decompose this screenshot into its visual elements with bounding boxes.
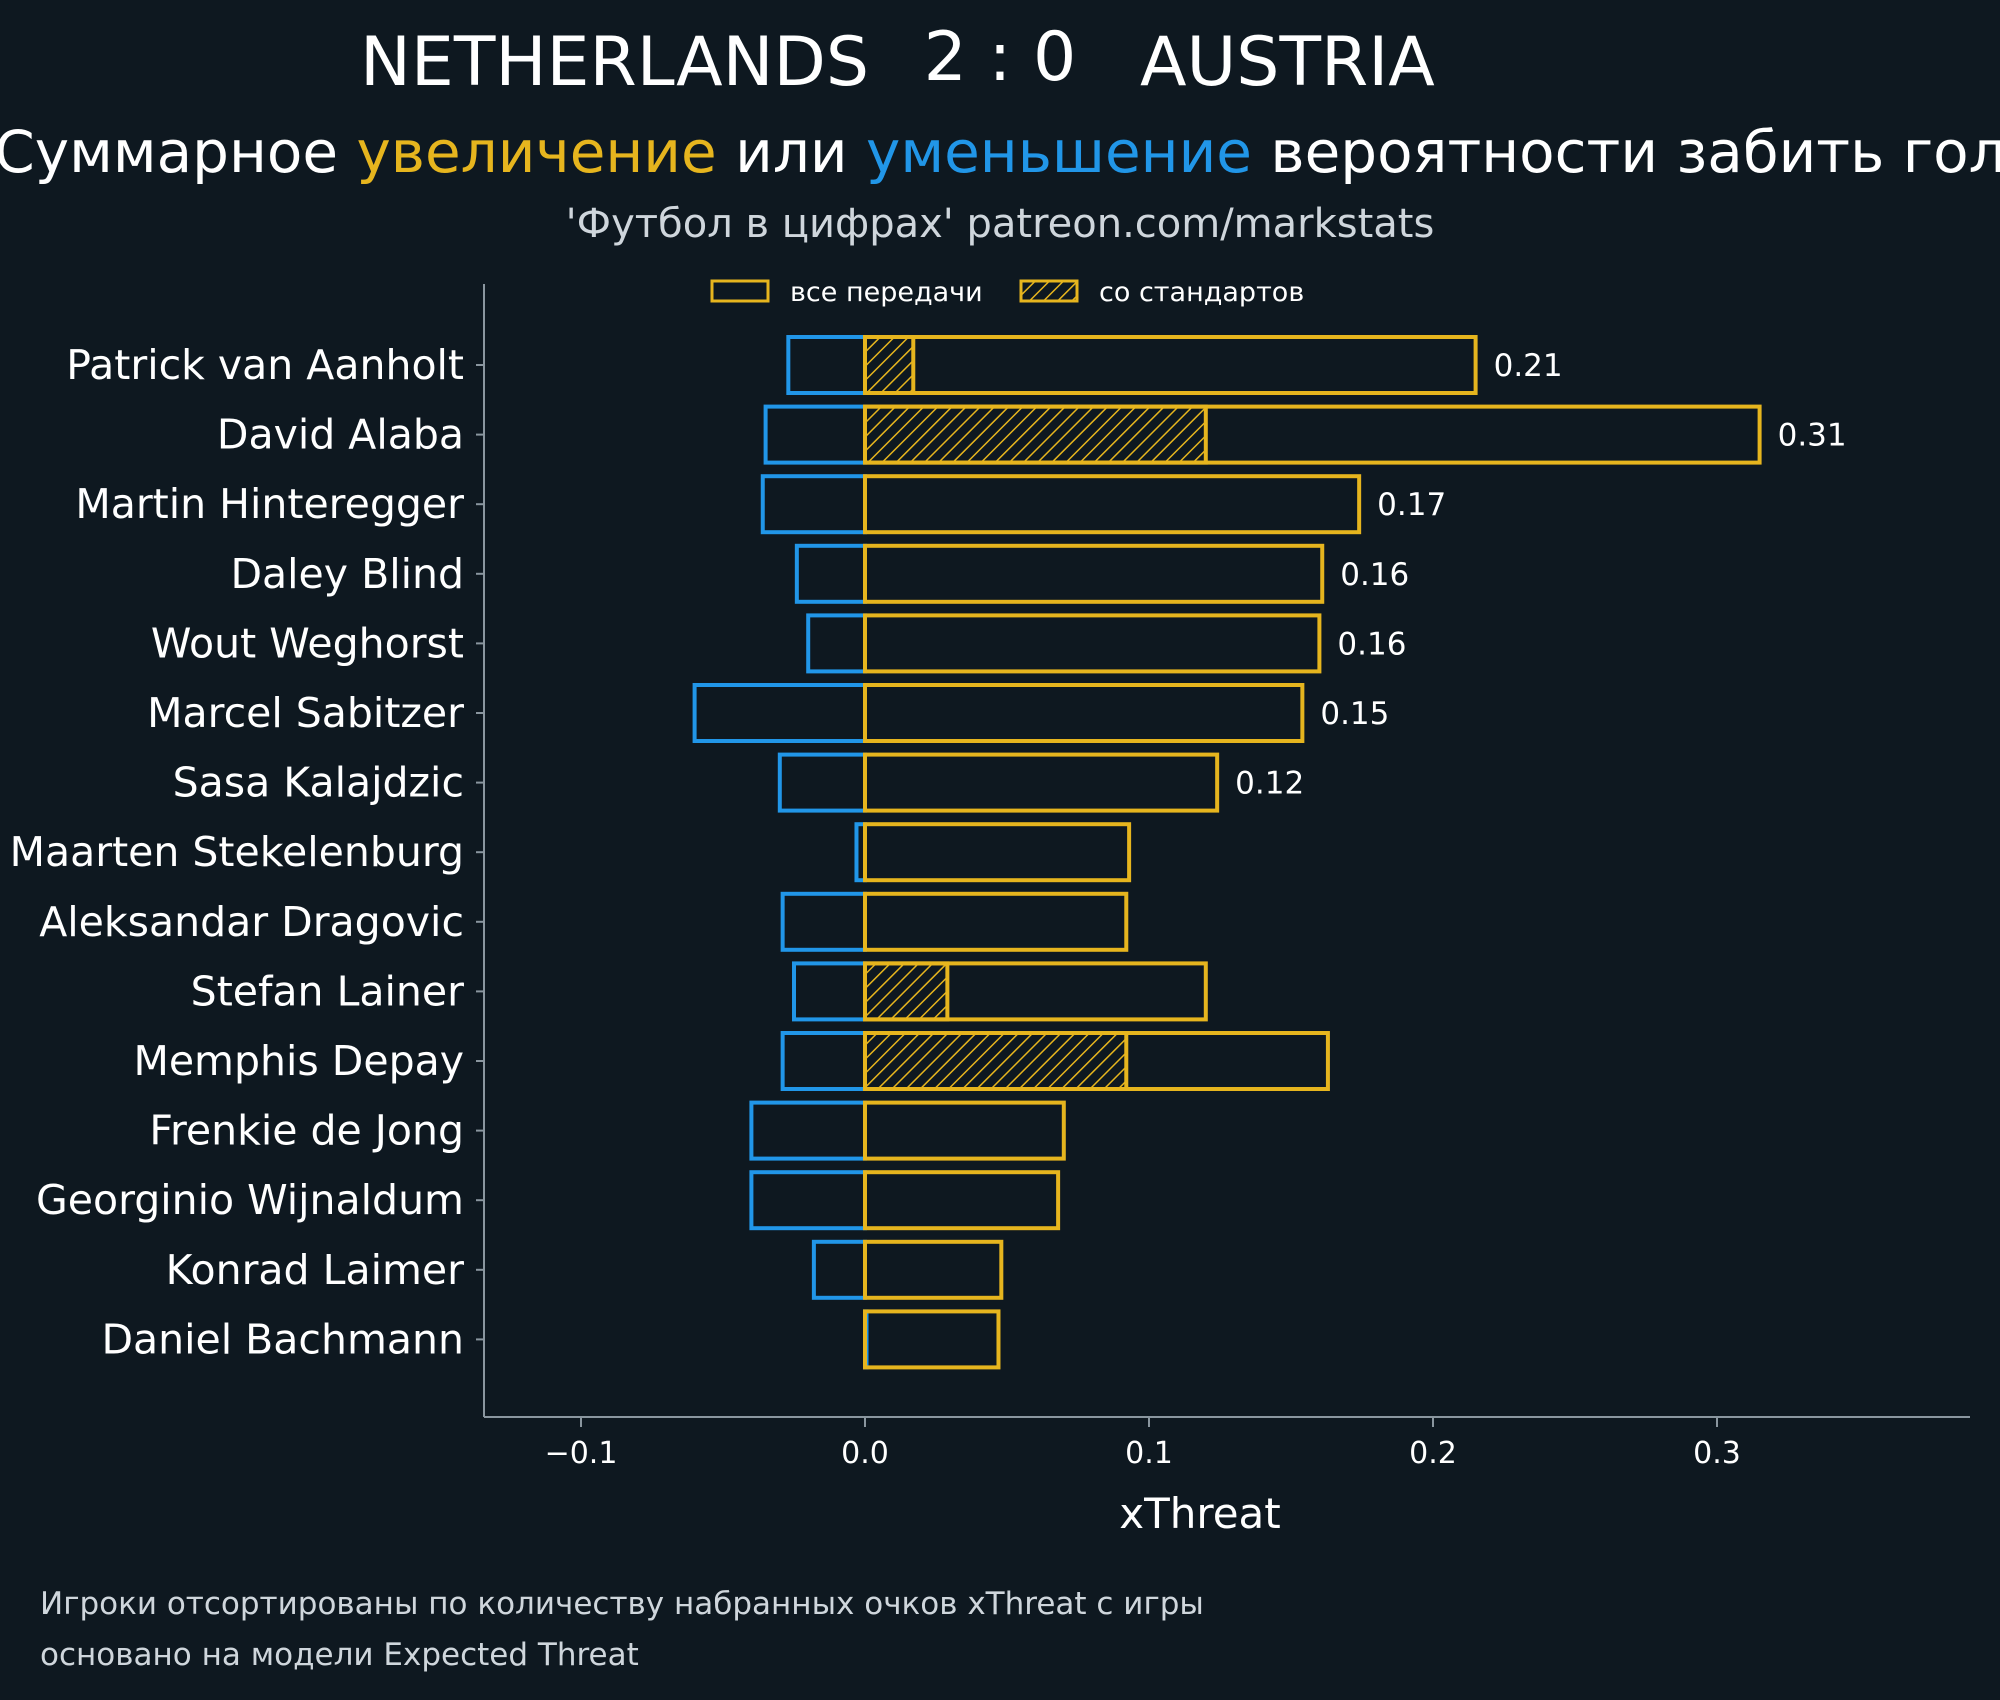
decrease-bar — [749, 1100, 868, 1161]
decrease-bar — [792, 961, 867, 1022]
credit-line: 'Футбол в цифрах' patreon.com/markstats — [566, 201, 1435, 247]
chart-subtitle: Суммарное увеличение или уменьшение веро… — [0, 118, 2000, 186]
increase-bar — [863, 1309, 1001, 1370]
subtitle-part3: вероятности забить гол — [1252, 118, 2000, 186]
decrease-bar — [749, 1170, 868, 1231]
player-label: Memphis Depay — [133, 1037, 464, 1085]
decrease-bar — [760, 474, 868, 535]
decrease-bar — [777, 752, 867, 813]
increase-bar — [863, 404, 1762, 465]
player-label: David Alaba — [217, 411, 464, 459]
subtitle-increase-word: увеличение — [356, 118, 716, 186]
player-label: Maarten Stekelenburg — [10, 828, 464, 876]
increase-bar — [863, 752, 1220, 813]
value-label: 0.31 — [1778, 418, 1847, 454]
legend: все передачи со стандартов — [710, 277, 1304, 308]
x-ticks: −0.1 0.0 0.1 0.2 0.3 — [545, 1417, 1741, 1471]
player-label: Aleksandar Dragovic — [39, 898, 464, 946]
subtitle-decrease-word: уменьшение — [866, 118, 1252, 186]
match-score: 2 : 0 — [924, 18, 1077, 97]
decrease-bar — [780, 1031, 868, 1091]
decrease-bar — [763, 404, 867, 465]
increase-bar — [863, 822, 1132, 883]
legend-swatch-set-pieces — [1019, 279, 1079, 303]
value-label: 0.12 — [1235, 766, 1304, 802]
x-tick-label: −0.1 — [545, 1436, 618, 1471]
footnote-line1: Игроки отсортированы по количеству набра… — [40, 1586, 1204, 1622]
increase-bar — [863, 474, 1362, 535]
increase-bar — [863, 1100, 1066, 1161]
player-label: Patrick van Aanholt — [66, 341, 464, 389]
x-tick-label: 0.2 — [1409, 1436, 1457, 1471]
footnote-line2: основано на модели Expected Threat — [40, 1637, 639, 1673]
player-label: Frenkie de Jong — [149, 1107, 464, 1155]
increase-bar — [863, 1239, 1004, 1300]
legend-label-all-passes: все передачи — [790, 277, 983, 308]
set-piece-bar — [863, 335, 916, 395]
decrease-bar — [786, 335, 868, 395]
home-team-name: NETHERLANDS — [360, 23, 869, 102]
player-label: Konrad Laimer — [166, 1246, 464, 1294]
player-label: Georginio Wijnaldum — [36, 1176, 464, 1224]
subtitle-part2: или — [717, 118, 866, 186]
player-label: Sasa Kalajdzic — [173, 759, 464, 807]
decrease-bar — [692, 683, 867, 743]
subtitle-part1: Суммарное — [0, 118, 356, 186]
away-team-name: AUSTRIA — [1140, 23, 1435, 102]
player-label: Martin Hinteregger — [75, 480, 464, 528]
player-label: Stefan Lainer — [191, 967, 464, 1015]
value-labels: 0.21 0.31 0.17 0.16 0.16 0.15 0.12 — [1235, 348, 1846, 802]
y-ticks: Patrick van Aanholt David Alaba Martin Hin… — [10, 341, 484, 1363]
value-label: 0.17 — [1377, 487, 1446, 523]
player-label: Daniel Bachmann — [101, 1315, 464, 1363]
set-piece-bar — [863, 404, 1208, 465]
decrease-bar — [806, 613, 868, 674]
increase-bar — [863, 613, 1322, 674]
player-label: Marcel Sabitzer — [147, 689, 464, 737]
legend-label-set-pieces: со стандартов — [1099, 277, 1304, 308]
set-piece-bar — [863, 961, 950, 1022]
increase-bar — [863, 335, 1478, 395]
increase-bar — [863, 1170, 1061, 1231]
decrease-bar — [811, 1239, 868, 1300]
increase-bar — [863, 891, 1129, 952]
x-tick-label: 0.3 — [1693, 1436, 1741, 1471]
increase-bar — [863, 961, 1208, 1022]
increase-bar — [863, 1031, 1330, 1091]
x-tick-label: 0.0 — [841, 1436, 889, 1471]
value-label: 0.16 — [1337, 626, 1406, 662]
bars — [692, 335, 1762, 1370]
legend-swatch-all-passes — [710, 279, 770, 303]
set-piece-bar — [863, 1031, 1129, 1091]
x-axis-label: xThreat — [1119, 1489, 1281, 1538]
x-tick-label: 0.1 — [1125, 1436, 1173, 1471]
increase-bar — [863, 683, 1305, 743]
decrease-bar — [794, 543, 868, 604]
value-label: 0.15 — [1320, 696, 1389, 732]
value-label: 0.16 — [1340, 557, 1409, 593]
player-label: Wout Weghorst — [151, 619, 464, 667]
value-label: 0.21 — [1494, 348, 1563, 384]
increase-bar — [863, 543, 1325, 604]
decrease-bar — [780, 891, 868, 952]
player-label: Daley Blind — [230, 550, 464, 598]
